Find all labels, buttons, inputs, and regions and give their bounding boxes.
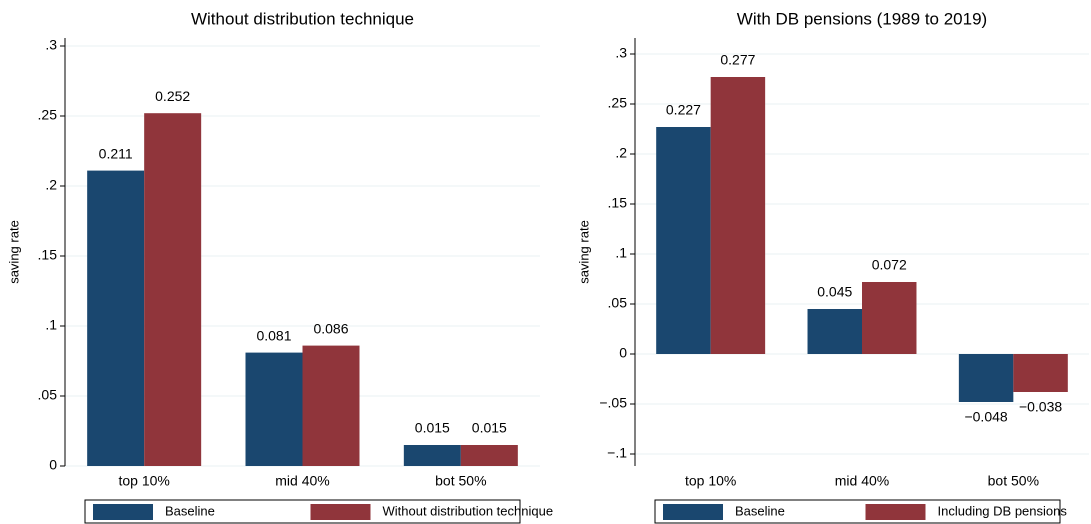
y-tick-label: −.1 (607, 445, 627, 461)
x-tick-label: top 10% (118, 473, 169, 489)
bar (460, 445, 518, 466)
data-label: 0.227 (666, 102, 701, 118)
bar (807, 309, 862, 354)
y-tick-label: 0 (619, 345, 627, 361)
data-label: 0.086 (313, 320, 348, 336)
bar (656, 127, 711, 354)
legend-box (654, 499, 1061, 524)
y-tick-label: −.05 (599, 395, 627, 411)
bar (1013, 354, 1068, 392)
y-tick-label: .3 (45, 37, 57, 53)
x-tick-label: mid 40% (275, 473, 329, 489)
y-tick-label: .2 (45, 177, 57, 193)
y-axis-label: saving rate (576, 220, 591, 284)
data-label: 0.211 (99, 145, 133, 161)
legend-label: Including DB pensions (938, 503, 1068, 518)
legend-box (84, 499, 521, 524)
data-label: 0.072 (872, 257, 907, 273)
x-tick-label: top 10% (685, 473, 736, 489)
bar (245, 352, 303, 466)
chart-title: With DB pensions (1989 to 2019) (737, 9, 987, 28)
bar (144, 113, 202, 466)
legend-label: Baseline (735, 503, 785, 518)
bar (862, 282, 917, 354)
data-label: 0.015 (472, 420, 507, 436)
y-tick-label: .2 (615, 145, 627, 161)
y-tick-label: .15 (38, 247, 58, 263)
x-tick-label: bot 50% (988, 473, 1039, 489)
y-axis-label: saving rate (6, 220, 21, 284)
data-label: −0.048 (964, 409, 1007, 425)
y-tick-label: 0 (49, 457, 57, 473)
chart-title: Without distribution technique (191, 9, 414, 28)
bar (958, 354, 1014, 402)
data-label: 0.081 (256, 327, 291, 343)
y-tick-label: .1 (615, 245, 627, 261)
x-tick-label: bot 50% (435, 473, 486, 489)
y-tick-label: .25 (38, 107, 58, 123)
y-tick-label: .3 (615, 45, 627, 61)
x-tick-label: mid 40% (835, 473, 889, 489)
y-tick-label: .05 (608, 295, 628, 311)
legend-swatch (310, 504, 371, 520)
legend-swatch (93, 504, 153, 520)
data-label: 0.277 (720, 52, 755, 68)
legend-swatch (663, 504, 723, 520)
y-tick-label: .1 (45, 317, 57, 333)
bar (710, 77, 766, 354)
y-tick-label: .25 (608, 95, 628, 111)
data-label: 0.045 (817, 284, 852, 300)
data-label: −0.038 (1019, 399, 1062, 415)
y-tick-label: .05 (38, 387, 58, 403)
data-label: 0.252 (155, 88, 190, 104)
bar (302, 345, 360, 466)
y-tick-label: .15 (608, 195, 628, 211)
bar (403, 445, 461, 466)
legend-label: Without distribution technique (383, 503, 554, 518)
data-label: 0.015 (415, 420, 450, 436)
legend-label: Baseline (165, 503, 215, 518)
legend-swatch (865, 504, 926, 520)
bar (87, 170, 145, 466)
